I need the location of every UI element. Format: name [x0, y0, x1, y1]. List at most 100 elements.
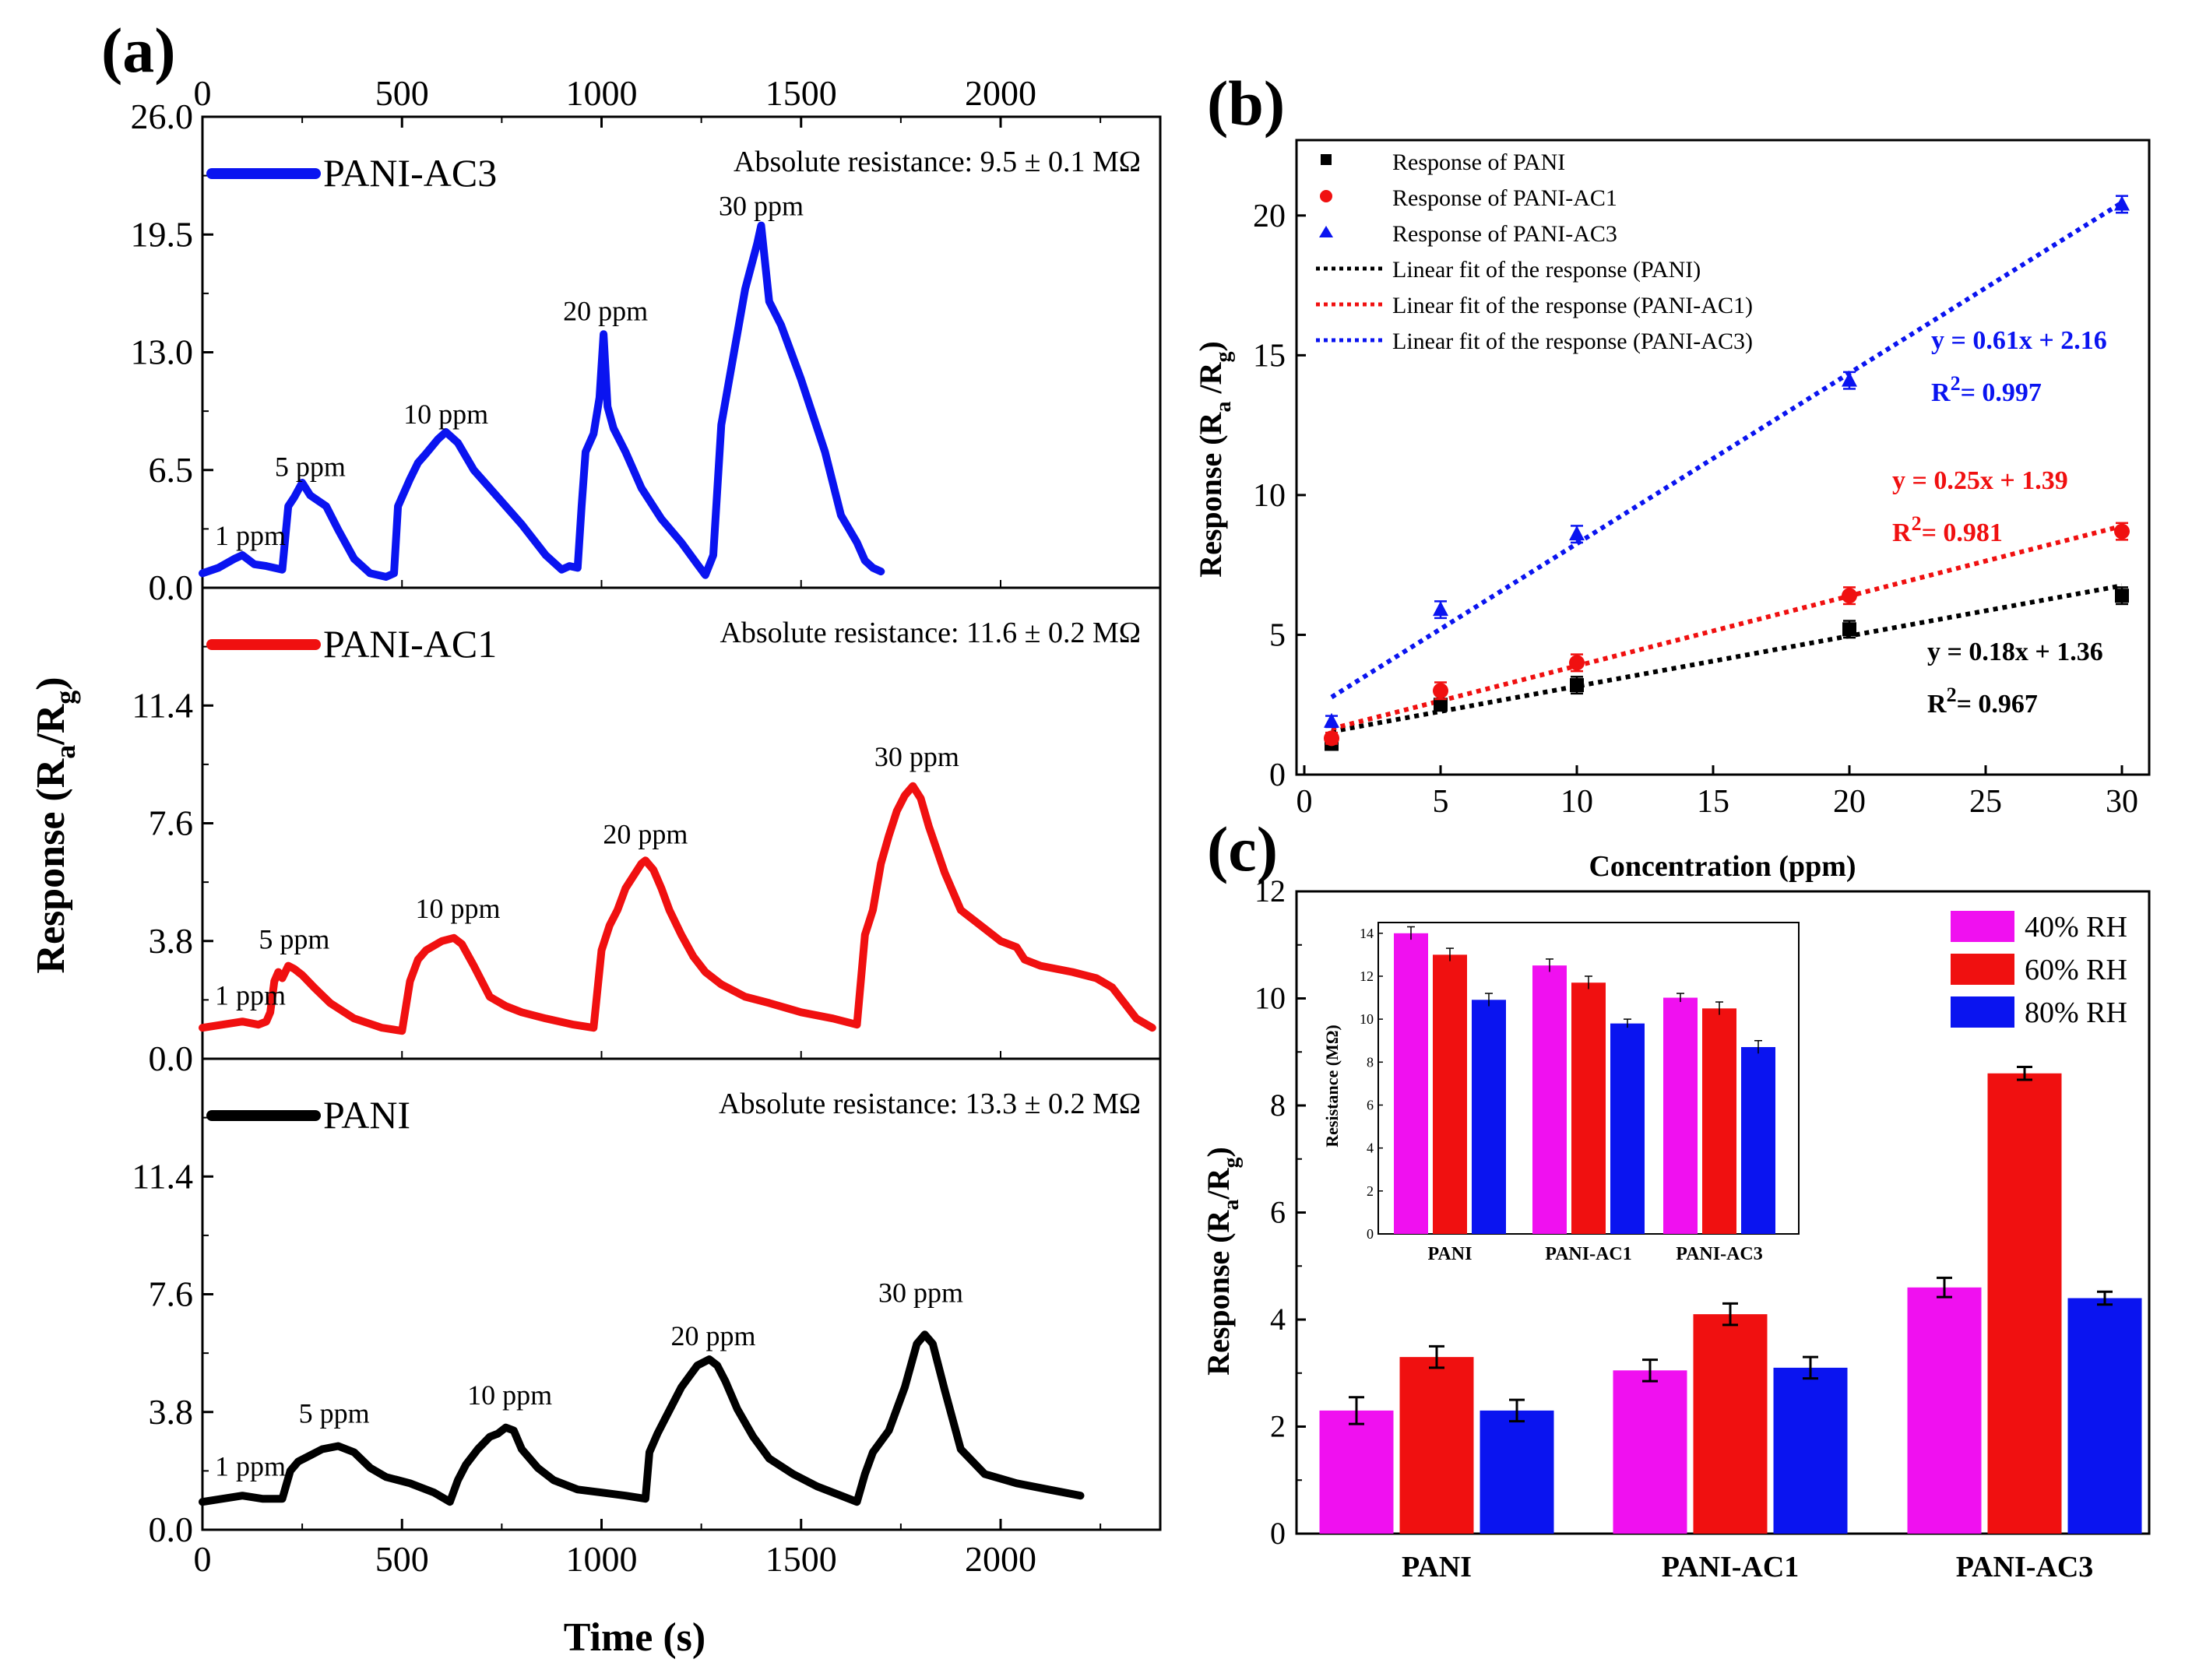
legend-pani: Response of PANI [1392, 149, 1565, 175]
absolute-resistance: Absolute resistance: 9.5 ± 0.1 MΩ [734, 146, 1141, 178]
panel-a-x-label: Time (s) [564, 1615, 705, 1660]
inset-category-label: PANI [1428, 1244, 1472, 1264]
y-tick-label: 8 [1270, 1088, 1286, 1123]
panel-a-label: (a) [101, 15, 176, 86]
data-point-pani [1570, 678, 1584, 693]
y-tick-label: 0.0 [149, 1510, 194, 1549]
legend-swatch-80rh [1951, 996, 2014, 1028]
y-tick-label: 7.6 [149, 803, 194, 843]
x-tick-label: 0 [1297, 784, 1313, 820]
concentration-annotation: 5 ppm [275, 452, 346, 483]
bar-40-rh [1907, 1287, 1982, 1534]
concentration-annotation: 10 ppm [467, 1379, 552, 1411]
data-point-pani-ac1 [1433, 683, 1448, 699]
legend-fit-pani-ac3: Linear fit of the response (PANI-AC3) [1392, 329, 1753, 354]
fit-r2-pani: R2= 0.967 [1927, 684, 2038, 719]
panel-b-points [1324, 195, 2130, 751]
inset-y-tick-label: 8 [1367, 1054, 1374, 1070]
concentration-annotation: 20 ppm [603, 818, 688, 849]
panel-b-frame [1295, 139, 2151, 776]
top-x-tick-label: 2000 [965, 73, 1036, 113]
data-point-pani-ac3 [1324, 712, 1339, 728]
concentration-annotation: 1 ppm [215, 979, 286, 1010]
x-tick-label: 15 [1697, 784, 1729, 820]
y-tick-label: 5 [1269, 617, 1286, 653]
absolute-resistance: Absolute resistance: 13.3 ± 0.2 MΩ [719, 1088, 1141, 1120]
y-tick-label: 26.0 [131, 97, 194, 136]
concentration-annotation: 5 ppm [259, 924, 329, 955]
y-tick-label: 10 [1254, 981, 1286, 1016]
data-point-pani-ac3 [1569, 525, 1585, 541]
panel-b-label: (b) [1207, 68, 1285, 139]
panel-b-ticks: 0 5 10 15 20 25 30 0 5 10 15 20 [1253, 199, 2138, 820]
y-tick-label: 20 [1253, 199, 1286, 234]
x-tick-label: 10 [1560, 784, 1593, 820]
inset-bar [1472, 1000, 1506, 1234]
inset-y-label: Resistance (MΩ) [1322, 1025, 1342, 1148]
legend-80rh: 80% RH [2025, 996, 2127, 1029]
data-point-pani-ac3 [2114, 195, 2130, 211]
panel-c-bars: PANI PANI-AC1 PANI-AC3 [1319, 1066, 2142, 1583]
panel-a-bottom-x-ticks: 0 500 1000 1500 2000 [194, 580, 1102, 1579]
legend-pani-ac1: Response of PANI-AC1 [1392, 185, 1617, 211]
data-point-pani-ac3 [1842, 371, 1857, 387]
inset-bar [1532, 965, 1567, 1234]
y-tick-label: 0 [1269, 757, 1286, 793]
x-tick-label: 25 [1969, 784, 2002, 820]
subplot-pani-ac1: 0.0 3.8 7.6 11.4 PANI-AC1 Absolute resistance… [132, 617, 1156, 1078]
panel-b: (b) 0 5 10 15 20 25 30 0 5 10 15 20 Response of PAN… [1193, 68, 2151, 883]
category-label: PANI-AC3 [1956, 1551, 2094, 1583]
y-tick-label: 6.5 [149, 450, 194, 490]
bottom-x-tick-label: 1000 [566, 1539, 638, 1579]
bar-60-rh [1693, 1314, 1768, 1534]
bottom-x-tick-label: 0 [194, 1539, 212, 1579]
concentration-annotation: 10 ppm [415, 893, 500, 924]
y-tick-label: 3.8 [149, 921, 194, 961]
concentration-annotation: 10 ppm [403, 399, 488, 430]
fit-eq-pani: y = 0.18x + 1.36 [1927, 638, 2103, 666]
legend-60rh: 60% RH [2025, 954, 2127, 986]
series-label: PANI [323, 1093, 410, 1137]
legend-fit-pani-ac1: Linear fit of the response (PANI-AC1) [1392, 293, 1753, 318]
y-tick-label: 4 [1270, 1302, 1286, 1337]
top-x-tick-label: 1000 [566, 73, 638, 113]
inset-category-label: PANI-AC1 [1545, 1244, 1632, 1264]
y-tick-label: 0 [1270, 1516, 1286, 1551]
concentration-annotation: 30 ppm [878, 1277, 963, 1308]
absolute-resistance: Absolute resistance: 11.6 ± 0.2 MΩ [720, 617, 1141, 649]
inset-bar [1433, 954, 1467, 1234]
fit-eq-pani-ac3: y = 0.61x + 2.16 [1931, 326, 2107, 355]
concentration-annotation: 20 ppm [563, 296, 648, 327]
y-tick-label: 15 [1253, 338, 1286, 374]
data-point-pani [1434, 698, 1448, 712]
y-tick-label: 11.4 [132, 685, 193, 725]
legend-40rh: 40% RH [2025, 911, 2127, 944]
category-label: PANI-AC1 [1662, 1551, 1800, 1583]
y-tick-label: 12 [1254, 873, 1286, 909]
bar-80-rh [1773, 1367, 1848, 1534]
data-point-pani [1842, 622, 1856, 637]
y-tick-label: 7.6 [149, 1274, 194, 1314]
bar-80-rh [2067, 1298, 2142, 1534]
legend-marker-pani [1321, 154, 1332, 165]
concentration-annotation: 1 ppm [215, 1450, 286, 1481]
legend-swatch-40rh [1951, 911, 2014, 942]
fit-line-2 [1330, 200, 2123, 700]
category-label: PANI [1402, 1551, 1472, 1583]
y-tick-label: 13.0 [131, 332, 194, 372]
fit-line-0 [1331, 583, 2123, 734]
x-tick-label: 20 [1833, 784, 1866, 820]
inset-y-tick-label: 10 [1360, 1011, 1374, 1027]
concentration-annotation: 5 ppm [299, 1398, 370, 1429]
panel-b-x-label: Concentration (ppm) [1589, 850, 1856, 883]
inset-y-tick-label: 2 [1367, 1183, 1374, 1199]
data-point-pani-ac1 [2114, 523, 2130, 539]
fit-eq-pani-ac1: y = 0.25x + 1.39 [1892, 466, 2068, 495]
inset-bar [1394, 933, 1428, 1234]
inset-bar [1571, 982, 1606, 1234]
response-line-pani [199, 1330, 1085, 1506]
y-tick-label: 6 [1270, 1195, 1286, 1230]
bar-40-rh [1319, 1410, 1394, 1534]
panel-c: (c) 0 2 4 6 8 10 12 PANI PANI-AC1 PANI-AC3 40% R… [1201, 814, 2151, 1583]
data-point-pani-ac1 [1842, 588, 1857, 604]
